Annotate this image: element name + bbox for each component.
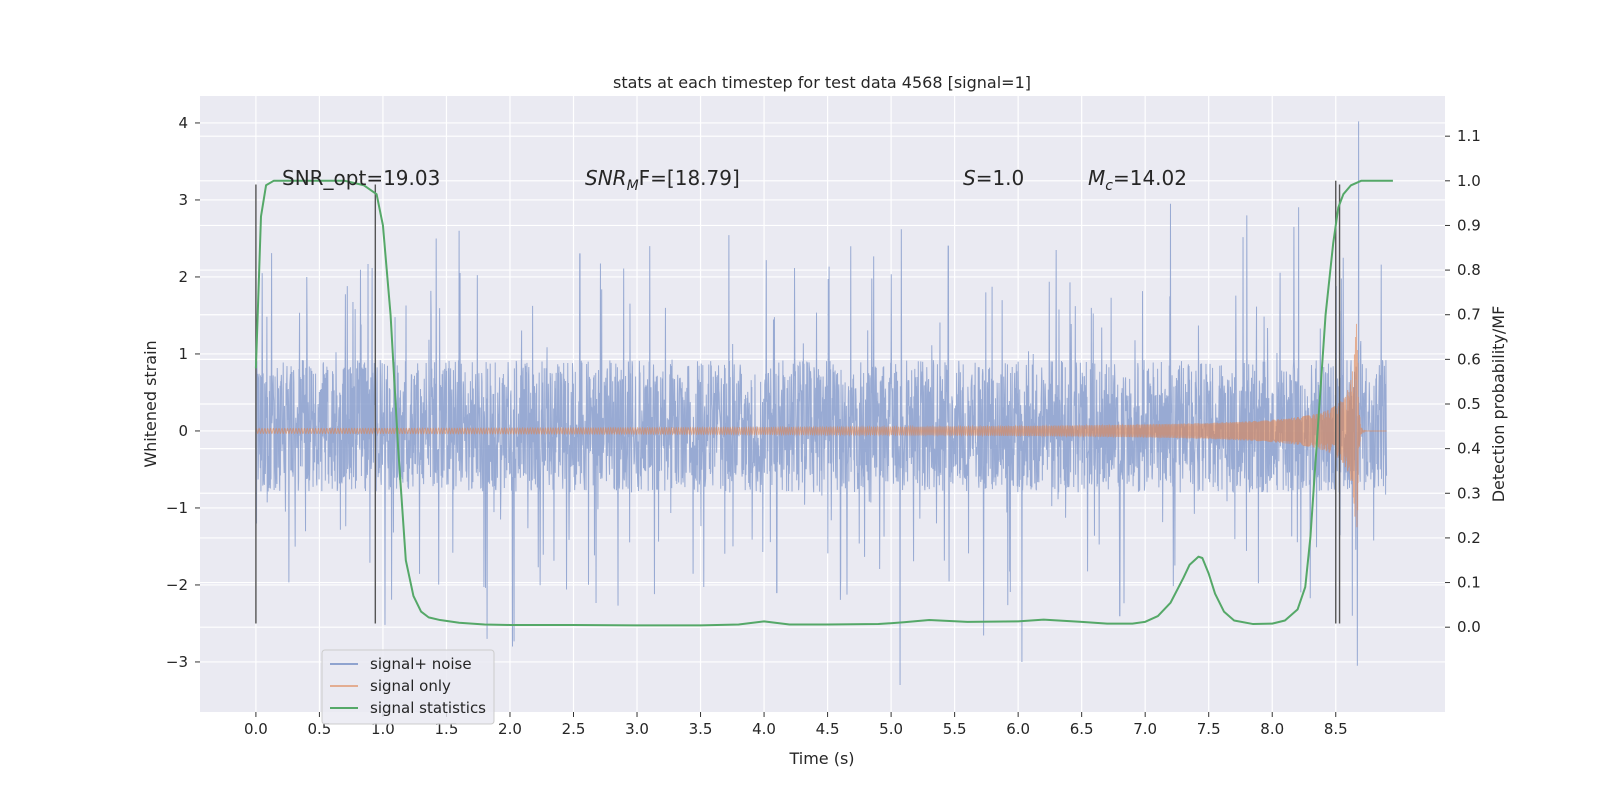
snr-mf-main: SNR: [585, 166, 627, 190]
legend: signal+ noise signal only signal statist…: [321, 649, 495, 725]
x-tick-label: 4.5: [816, 720, 840, 738]
y2-tick-label: 0.7: [1457, 306, 1481, 324]
annotation-snr-opt: SNR_opt=19.03: [282, 166, 440, 190]
legend-label-signal-statistics: signal statistics: [370, 699, 486, 717]
x-tick-label: 3.0: [625, 720, 649, 738]
x-tick-label: 4.0: [752, 720, 776, 738]
x-tick-label: 8.0: [1260, 720, 1284, 738]
y-tick-label: 3: [178, 191, 188, 209]
y2-tick-label: 0.5: [1457, 395, 1481, 413]
y2-tick-label: 1.0: [1457, 172, 1481, 190]
x-tick-label: 7.5: [1197, 720, 1221, 738]
y-tick-label: 2: [178, 268, 188, 286]
x-tick-label: 6.0: [1006, 720, 1030, 738]
vertical-markers: [255, 180, 1341, 624]
x-axis-label: Time (s): [788, 749, 854, 768]
s-rest: =1.0: [976, 166, 1025, 190]
y2-tick-label: 0.6: [1457, 350, 1481, 368]
legend-box: [321, 649, 495, 725]
snr-mf-subscript: M: [627, 178, 639, 194]
y-tick-label: 4: [178, 114, 188, 132]
y2-tick-label: 0.4: [1457, 440, 1481, 458]
series-signal-statistics: [254, 179, 1393, 627]
y2-tick-label: 0.8: [1457, 261, 1481, 279]
legend-label-signal-only: signal only: [370, 677, 451, 695]
series-signal-plus-noise: [255, 121, 1388, 686]
x-tick-label: 6.5: [1070, 720, 1094, 738]
y-tick-label: −3: [166, 653, 188, 671]
x-tick-label: 5.5: [943, 720, 967, 738]
y-axis-label: Whitened strain: [141, 340, 160, 467]
series-signal-only: [255, 323, 1387, 528]
x-tick-label: 5.0: [879, 720, 903, 738]
snr-mf-rest: F=[18.79]: [639, 166, 740, 190]
y2-tick-label: 0.2: [1457, 529, 1481, 547]
y-tick-label: −2: [166, 576, 188, 594]
signal-statistics-line: [254, 179, 1393, 627]
y-tick-label: 1: [178, 345, 188, 363]
y-tick-label: −1: [166, 499, 188, 517]
grid-lines: [200, 96, 1445, 712]
annotation-snr-mf: SNRMF=[18.79]: [585, 166, 740, 194]
s-main: S: [963, 166, 976, 190]
x-tick-label: 0.0: [244, 720, 268, 738]
y2-tick-label: 0.0: [1457, 618, 1481, 636]
mc-main: M: [1088, 166, 1105, 190]
annotation-s: S=1.0: [963, 166, 1024, 190]
chart-title: stats at each timestep for test data 456…: [613, 73, 1031, 92]
signal-only-trace: [255, 323, 1387, 528]
y-tick-label: 0: [178, 422, 188, 440]
y2-tick-label: 1.1: [1457, 127, 1481, 145]
annotation-mc: Mc=14.02: [1088, 166, 1187, 194]
y2-axis-label: Detection probability/MF: [1489, 306, 1508, 503]
x-tick-label: 2.5: [562, 720, 586, 738]
mc-rest: =14.02: [1113, 166, 1187, 190]
signal-plus-noise-trace: [255, 121, 1388, 686]
x-tick-label: 3.5: [689, 720, 713, 738]
x-tick-label: 8.5: [1324, 720, 1348, 738]
y2-tick-label: 0.3: [1457, 484, 1481, 502]
y2-tick-label: 0.1: [1457, 574, 1481, 592]
mc-subscript: c: [1105, 178, 1113, 194]
y2-tick-label: 0.9: [1457, 216, 1481, 234]
x-tick-label: 2.0: [498, 720, 522, 738]
x-tick-label: 7.0: [1133, 720, 1157, 738]
axis-ticks: 0.0 0.5 1.0 1.5 2.0 2.5 3.0 3.5 4.0 4.5 5.0 5.5 6.0 6…: [166, 114, 1481, 738]
legend-label-signal-plus-noise: signal+ noise: [370, 655, 472, 673]
